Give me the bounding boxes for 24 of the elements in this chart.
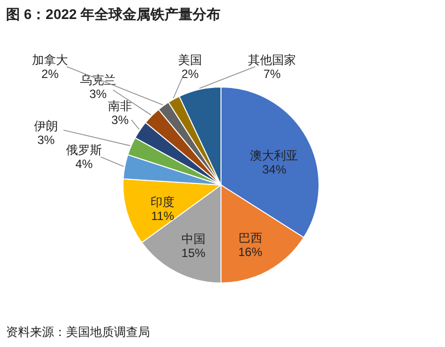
slice-label: 印度	[150, 194, 175, 209]
slice-label: 俄罗斯	[66, 143, 102, 157]
data-label: 34%	[262, 162, 287, 177]
data-label: 15%	[181, 246, 206, 260]
slice-label: 中国	[181, 232, 206, 246]
slice-label: 伊朗	[34, 119, 58, 133]
chart-title: 图 6：2022 年全球金属铁产量分布	[6, 6, 221, 22]
slice-label: 其他国家	[248, 53, 296, 67]
data-label: 16%	[238, 245, 263, 260]
slice-label: 南非	[108, 99, 132, 113]
slice-label: 澳大利亚	[250, 148, 298, 163]
slice-label: 加拿大	[32, 53, 68, 67]
slice-label: 美国	[178, 53, 202, 67]
data-label: 4%	[75, 157, 93, 171]
slice-label: 乌克兰	[80, 73, 116, 87]
data-label: 2%	[181, 67, 199, 81]
slice-label: 巴西	[238, 231, 262, 246]
data-label: 7%	[263, 67, 281, 81]
text: 资料来源：美国地质调查局	[6, 325, 150, 339]
data-label: 2%	[41, 67, 59, 81]
data-label: 11%	[151, 208, 175, 223]
data-label: 3%	[37, 133, 55, 147]
data-label: 3%	[111, 113, 129, 127]
data-label: 3%	[89, 87, 107, 101]
